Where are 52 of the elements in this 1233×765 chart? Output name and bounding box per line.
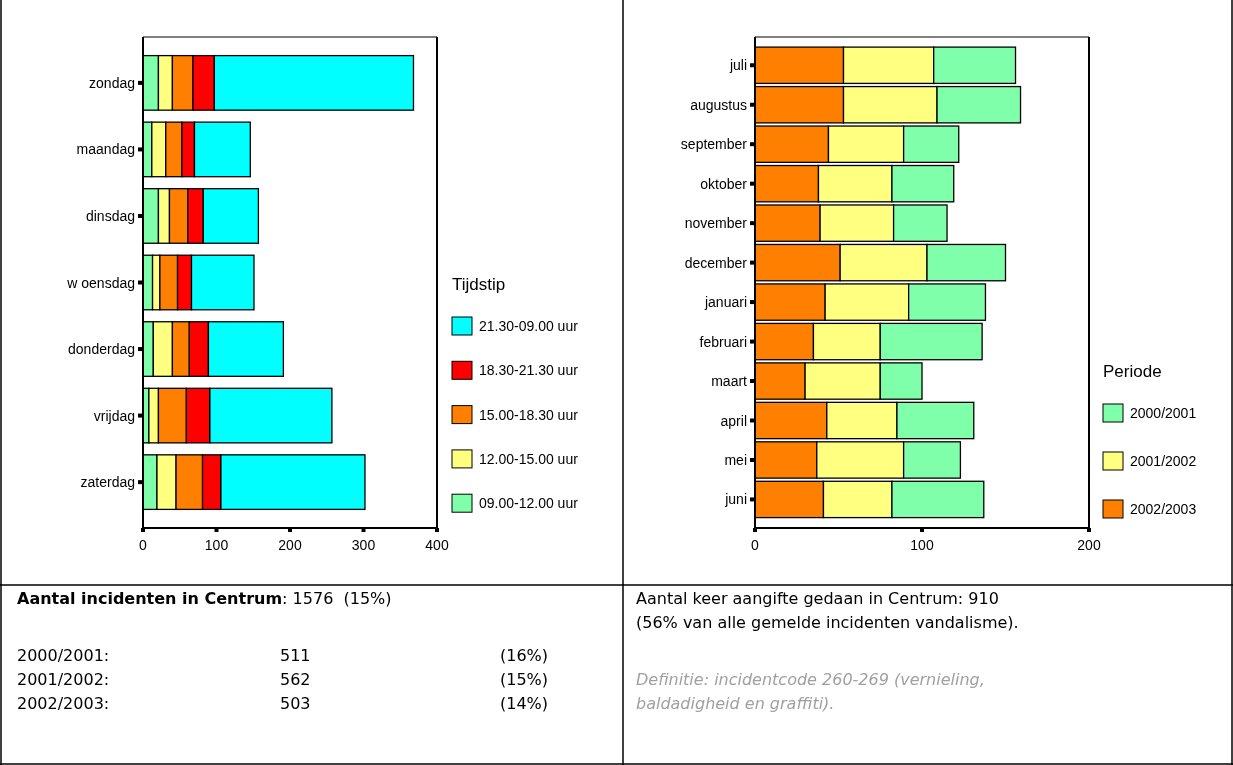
y-tick-label: september [680,136,748,153]
text: baldadigheid en graffiti). [636,694,835,713]
y-tick-label: januari [703,294,747,311]
legend-label: 2000/2001 [1130,405,1197,421]
x-tick-label: 400 [425,537,449,553]
y-tick-label: februari [699,333,747,350]
legend-title: Tijdstip [452,275,506,294]
x-tick-label: 0 [139,537,148,553]
legend-label: 2002/2003 [1130,501,1197,517]
text: (15%) [500,670,549,689]
legend-label: 09.00-12.00 uur [479,495,579,512]
y-tick-label: w oensdag [66,274,135,291]
text: 503 [280,694,311,713]
legend-label: 2001/2002 [1130,453,1197,469]
legend-label: 21.30-09.00 uur [479,318,579,334]
text: Definitie: incidentcode 260-269 (vernieling, [636,670,985,689]
legend-label: 15.00-18.30 uur [479,406,579,423]
y-tick-label: donderdag [68,341,135,358]
y-tick-label: juni [724,491,747,508]
text: 511 [280,646,311,665]
x-tick-label: 0 [751,537,760,553]
y-tick-label: mei [724,451,747,468]
y-tick-label: dinsdag [85,207,135,224]
y-tick-label: oktober [700,175,748,192]
y-tick-label: zondag [89,74,135,91]
x-tick-label: 200 [278,537,302,553]
x-tick-label: 300 [351,537,376,553]
legend-title: Periode [1103,362,1162,381]
x-tick-label: 200 [1077,537,1101,553]
y-tick-label: december [684,254,748,271]
text: 2002/2003: [17,694,110,713]
y-tick-label: april [720,412,747,429]
text: : 1576 (15%) [282,589,392,608]
legend-label: 18.30-21.30 uur [479,362,579,379]
text: 2000/2001: [17,646,110,665]
x-tick-label: 100 [204,537,229,553]
y-tick-label: zaterdag [80,474,135,491]
y-tick-label: november [684,215,748,232]
y-tick-label: maandag [76,141,135,158]
x-tick-label: 100 [910,537,934,553]
text: (56% van alle gemelde incidenten vandalisme). [636,613,1019,632]
text: Aantal keer aangifte gedaan in Centrum: 910 [636,589,999,608]
y-tick-label: vrijdag [93,407,135,424]
text: Aantal incidenten in Centrum [17,589,283,608]
y-tick-label: augustus [690,96,747,113]
text: (16%) [500,646,549,665]
y-tick-label: maart [711,373,748,390]
y-tick-label: juli [728,57,747,74]
text: (14%) [500,694,549,713]
text: 2001/2002: [17,670,110,689]
text: 562 [280,670,311,689]
legend-label: 12.00-15.00 uur [479,450,579,467]
